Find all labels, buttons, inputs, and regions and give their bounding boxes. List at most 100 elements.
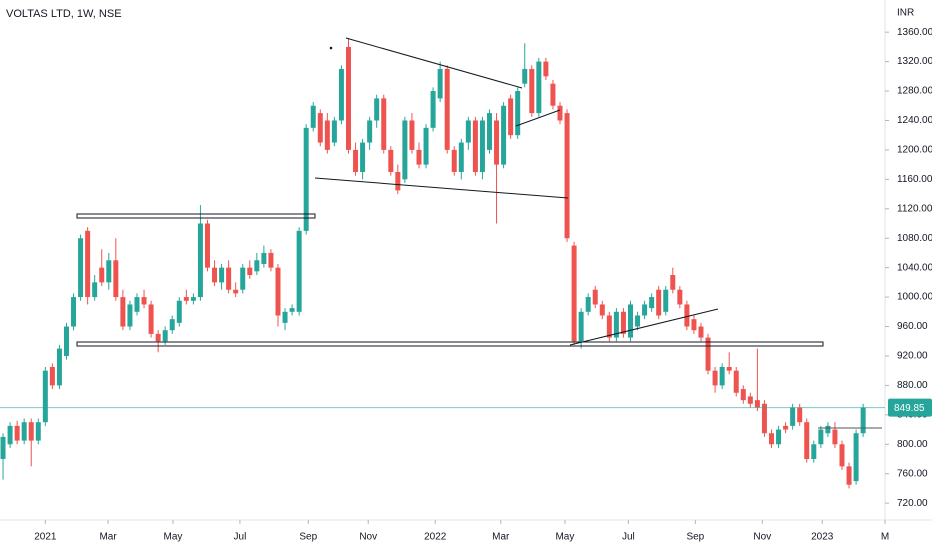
candle-body <box>92 282 98 298</box>
y-tick-label: 880.00 <box>897 380 928 391</box>
y-tick-label: 1240.00 <box>897 115 932 126</box>
candle-body <box>465 120 471 143</box>
candle-body <box>486 113 492 150</box>
y-tick-label: 800.00 <box>897 439 928 450</box>
candle-body <box>606 315 612 338</box>
x-tick-label: Jul <box>622 532 635 543</box>
candle-body <box>656 289 662 316</box>
candle-body <box>585 297 591 312</box>
candle-body <box>550 83 556 106</box>
candle-body <box>78 238 84 298</box>
candle-body <box>247 267 253 276</box>
candle-body <box>508 98 514 136</box>
x-tick-label: Mar <box>492 532 510 543</box>
candle-body <box>613 311 619 338</box>
x-tick-label: 2021 <box>34 532 57 543</box>
candle-body <box>134 297 140 312</box>
candle-body <box>0 436 6 459</box>
candle-body <box>627 304 633 338</box>
candle-body <box>190 297 196 301</box>
candle-body <box>733 370 739 393</box>
candle-body <box>282 311 288 323</box>
candle-body <box>754 400 760 408</box>
candle-body <box>71 297 77 327</box>
x-tick-label: M <box>881 532 889 543</box>
candle-body <box>635 315 641 327</box>
candle-body <box>642 304 648 316</box>
candle-body <box>776 429 782 445</box>
candle-body <box>740 389 746 401</box>
candle-body <box>768 433 774 445</box>
candle-body <box>444 68 450 150</box>
candle-body <box>811 444 817 459</box>
candle-body <box>543 61 549 77</box>
candle-body <box>529 68 535 114</box>
candle-body <box>85 230 91 298</box>
candle-body <box>106 260 112 283</box>
candle-body <box>331 120 337 143</box>
candle-body <box>388 149 394 172</box>
candle-body <box>515 91 521 136</box>
candle-body <box>296 230 302 312</box>
chart-title: VOLTAS LTD, 1W, NSE <box>6 8 122 20</box>
candle-body <box>761 403 767 434</box>
candle-body <box>120 297 126 327</box>
candle-body <box>797 407 803 423</box>
candle-body <box>275 267 281 316</box>
candle-body <box>494 120 500 165</box>
candle-body <box>42 370 48 423</box>
candle-body <box>268 252 274 268</box>
y-tick-label: 1200.00 <box>897 145 932 156</box>
candle-body <box>240 267 246 290</box>
y-tick-label: 1360.00 <box>897 27 932 38</box>
candle-body <box>289 308 295 312</box>
candle-body <box>691 319 697 331</box>
candle-body <box>226 267 232 290</box>
last-price-badge <box>888 398 932 417</box>
candle-body <box>578 311 584 342</box>
candle-body <box>28 422 34 441</box>
level-box <box>76 341 824 347</box>
candle-body <box>783 425 789 430</box>
candle-body <box>853 433 859 482</box>
x-tick-label: Nov <box>359 532 377 543</box>
candle-body <box>747 396 753 404</box>
candle-body <box>212 267 218 283</box>
candle-body <box>430 91 436 128</box>
candle-body <box>324 120 330 150</box>
unit-label: INR <box>897 8 914 19</box>
candle-body <box>162 330 168 342</box>
candle-body <box>592 289 598 305</box>
candle-body <box>14 425 20 441</box>
level-box <box>76 213 316 219</box>
candle-body <box>825 425 831 434</box>
y-tick-label: 1160.00 <box>897 174 932 185</box>
candle-body <box>423 127 429 165</box>
candle-body <box>501 105 507 165</box>
drawings <box>76 37 882 429</box>
candle-body <box>437 68 443 99</box>
candle-body <box>141 297 147 305</box>
candle-body <box>860 407 866 434</box>
candle-body <box>233 289 239 294</box>
candle-body <box>663 289 669 312</box>
y-tick-label: 1280.00 <box>897 86 932 97</box>
y-tick-label: 1040.00 <box>897 262 932 273</box>
y-tick-label: 960.00 <box>897 321 928 332</box>
x-tick-label: Jul <box>234 532 247 543</box>
candle-body <box>458 142 464 172</box>
candle-body <box>176 300 182 323</box>
candle-body <box>310 105 316 128</box>
candle-body <box>56 348 62 386</box>
candle-body <box>113 260 119 298</box>
candle-body <box>183 297 189 301</box>
y-tick-label: 760.00 <box>897 468 928 479</box>
y-tick-label: 1000.00 <box>897 292 932 303</box>
candle-body <box>148 304 154 334</box>
candle-body <box>395 171 401 191</box>
candle-body <box>254 260 260 272</box>
trend-line <box>569 308 719 346</box>
candle-body <box>472 120 478 172</box>
candle-body <box>35 422 41 441</box>
